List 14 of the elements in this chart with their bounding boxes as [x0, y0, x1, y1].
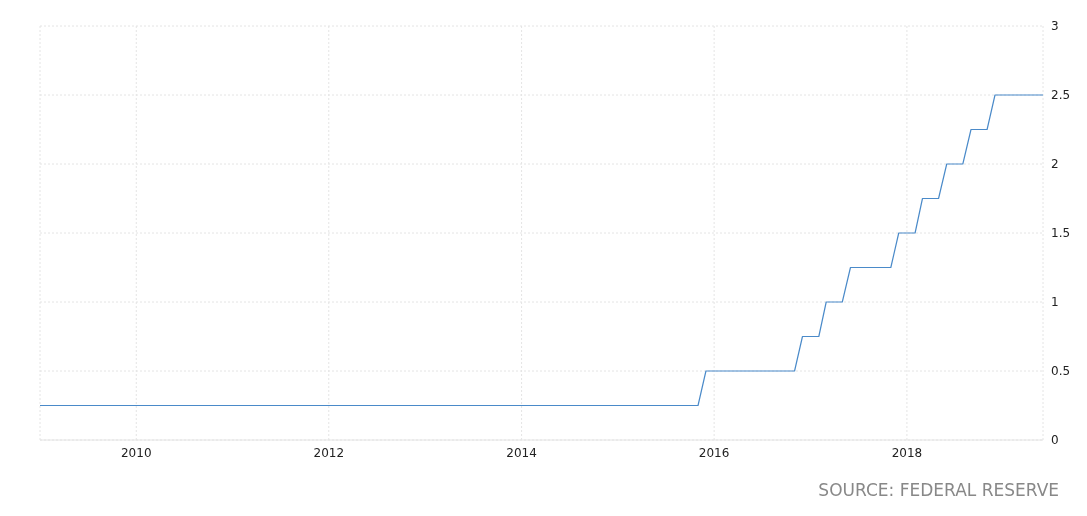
- x-tick-label: 2016: [698, 445, 730, 460]
- y-tick-label: 1: [1051, 295, 1059, 310]
- line-series: [40, 94, 1043, 407]
- source-note: SOURCE: FEDERAL RESERVE: [817, 480, 1060, 500]
- x-tick-label: 2012: [313, 445, 345, 460]
- y-tick-label: 2.5: [1051, 88, 1071, 103]
- y-tick-label: 3: [1051, 19, 1059, 34]
- x-tick-label: 2014: [506, 445, 537, 460]
- y-tick-label: 1.5: [1051, 226, 1071, 241]
- x-tick-label: 2010: [120, 445, 152, 460]
- y-tick-label: 0.5: [1051, 364, 1071, 379]
- y-tick-label: 0: [1051, 433, 1059, 448]
- y-tick-label: 2: [1051, 157, 1059, 172]
- x-tick-label: 2018: [891, 445, 923, 460]
